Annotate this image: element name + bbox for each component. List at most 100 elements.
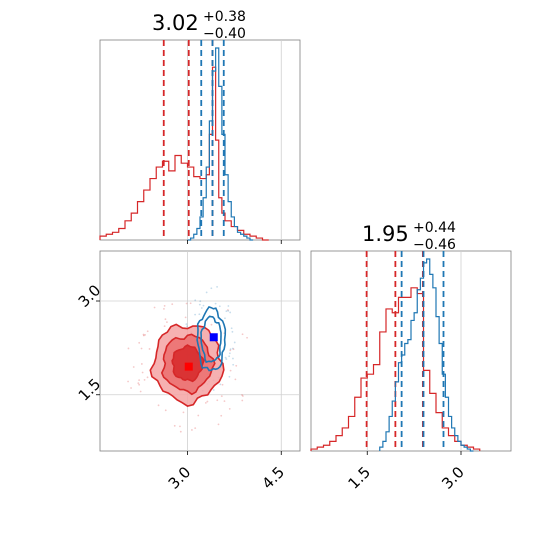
scatter-point — [143, 378, 146, 381]
scatter-point — [132, 366, 135, 368]
scatter-point — [202, 304, 205, 307]
top-left-histogram-panel — [99, 39, 301, 241]
scatter-point — [217, 423, 220, 426]
scatter-point — [127, 347, 130, 350]
scatter-point — [194, 299, 197, 302]
scatter-point — [233, 341, 236, 344]
scatter-point — [241, 333, 244, 336]
scatter-point — [216, 285, 218, 288]
scatter-point — [130, 387, 132, 389]
scatter-point — [199, 300, 202, 303]
scatter-point — [232, 348, 235, 351]
scatter-point — [163, 304, 166, 307]
x-tick-label: 3.0 — [165, 463, 195, 493]
scatter-point — [163, 325, 166, 328]
scatter-point — [225, 310, 228, 313]
scatter-point — [232, 357, 234, 360]
scatter-point — [185, 323, 188, 325]
scatter-point — [235, 364, 238, 367]
scatter-point — [231, 347, 234, 350]
scatter-point — [138, 341, 141, 344]
scatter-point — [164, 318, 167, 321]
scatter-point — [142, 333, 145, 336]
scatter-point — [185, 302, 188, 305]
scatter-point — [127, 380, 129, 383]
top-left-title-plus: +0.38 — [203, 9, 246, 25]
bottom-right-title-minus: −0.46 — [413, 237, 456, 253]
scatter-point — [148, 348, 151, 350]
scatter-point — [164, 409, 167, 412]
bottom-right-histogram-panel — [310, 250, 512, 452]
scatter-point — [231, 330, 234, 333]
scatter-point — [189, 302, 192, 305]
scatter-point — [228, 407, 231, 410]
scatter-point — [220, 414, 223, 417]
scatter-point — [204, 401, 207, 404]
scatter-point — [198, 313, 201, 316]
scatter-point — [229, 369, 232, 372]
scatter-point — [232, 363, 235, 366]
scatter-point — [171, 303, 174, 306]
scatter-point — [212, 389, 215, 391]
bottom-right-title-value: 1.95 — [362, 222, 409, 246]
scatter-point — [246, 336, 248, 339]
scatter-point — [137, 382, 140, 385]
x-tick-label: 4.5 — [258, 463, 288, 493]
scatter-point — [229, 311, 232, 314]
scatter-point — [227, 305, 230, 307]
scatter-point — [205, 291, 208, 294]
histogram-step-line — [99, 66, 269, 241]
scatter-point — [139, 390, 142, 393]
scatter-point — [153, 306, 156, 309]
scatter-point — [194, 427, 197, 430]
scatter-point — [138, 383, 141, 386]
scatter-point — [224, 356, 227, 359]
scatter-point — [157, 404, 160, 407]
scatter-point — [194, 313, 197, 316]
bottom-right-axis-frame — [310, 250, 512, 452]
scatter-point — [179, 430, 182, 433]
scatter-point — [229, 349, 232, 352]
scatter-point — [191, 429, 193, 431]
scatter-point — [140, 347, 143, 350]
contour-level — [196, 305, 227, 372]
x-tick-label: 3.0 — [438, 463, 468, 493]
truth-marker — [184, 362, 193, 371]
scatter-point — [200, 307, 203, 309]
scatter-point — [218, 305, 221, 308]
scatter-point — [184, 316, 187, 319]
scatter-point — [163, 308, 165, 310]
scatter-point — [223, 400, 226, 403]
bottom-left-contour-panel — [99, 250, 301, 452]
scatter-point — [214, 302, 217, 305]
scatter-point — [227, 309, 230, 312]
top-left-title-minus: −0.40 — [203, 26, 246, 42]
contour-level — [200, 315, 222, 364]
scatter-point — [228, 375, 231, 378]
top-left-axis-frame — [99, 39, 301, 241]
scatter-point — [228, 352, 231, 355]
bottom-right-title-plus: +0.44 — [413, 220, 456, 236]
scatter-point — [141, 371, 144, 374]
scatter-point — [197, 414, 200, 417]
scatter-point — [234, 378, 237, 381]
scatter-point — [144, 333, 147, 336]
scatter-point — [241, 395, 244, 397]
scatter-point — [198, 303, 201, 306]
bottom-left-axis-frame — [99, 250, 301, 452]
scatter-point — [216, 399, 219, 402]
scatter-point — [219, 383, 222, 386]
scatter-point — [182, 411, 185, 414]
histogram-step-line — [187, 47, 254, 241]
top-left-title: 3.02 +0.38 −0.40 — [152, 9, 246, 42]
scatter-point — [146, 330, 149, 333]
scatter-point — [230, 327, 233, 330]
scatter-point — [221, 383, 224, 386]
scatter-point — [138, 379, 141, 382]
scatter-point — [210, 287, 213, 290]
scatter-point — [226, 309, 229, 311]
histogram-step-line — [379, 258, 474, 452]
scatter-point — [146, 376, 149, 379]
scatter-point — [206, 400, 209, 403]
